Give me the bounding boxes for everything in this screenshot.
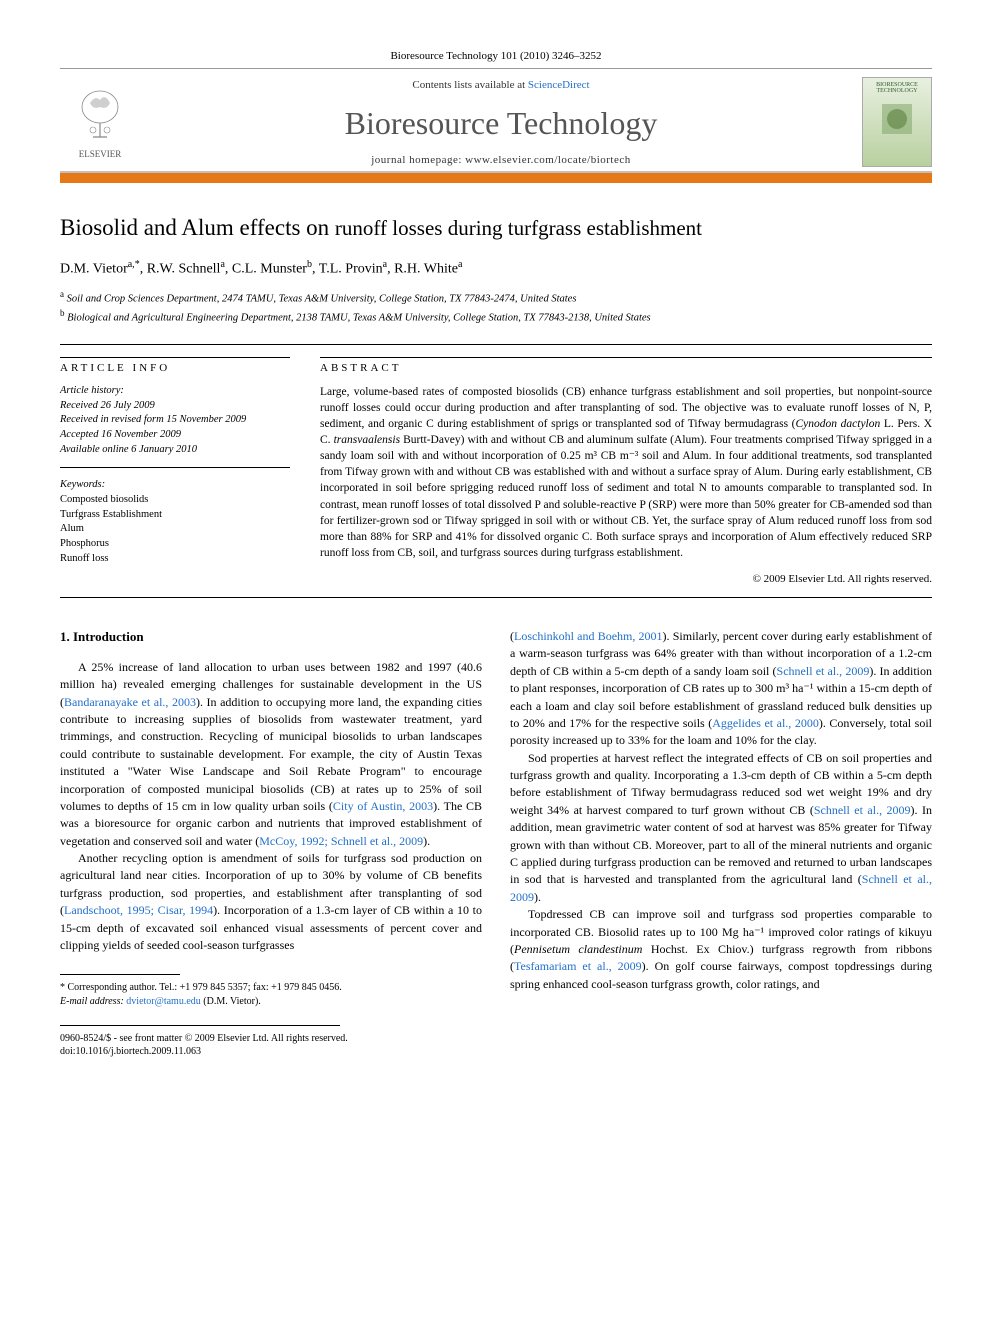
author-email-link[interactable]: dvietor@tamu.edu (126, 996, 200, 1007)
citation-link[interactable]: Landschoot, 1995; Cisar, 1994 (64, 903, 213, 917)
affiliation-b: b Biological and Agricultural Engineerin… (60, 307, 932, 326)
keyword: Composted biosolids (60, 493, 290, 508)
publisher-name: ELSEVIER (79, 149, 122, 159)
journal-cover-thumbnail: BIORESOURCE TECHNOLOGY (862, 77, 932, 167)
homepage-url: www.elsevier.com/locate/biortech (465, 154, 631, 166)
intro-paragraph: Another recycling option is amendment of… (60, 850, 482, 954)
keyword: Turfgrass Establishment (60, 508, 290, 523)
citation-link[interactable]: Aggelides et al., 2000 (712, 716, 819, 730)
article-title: Biosolid and Alum effects on runoff loss… (60, 213, 932, 243)
citation-link[interactable]: Schnell et al., 2009 (777, 664, 870, 678)
column-right: (Loschinkohl and Boehm, 2001). Similarly… (510, 628, 932, 1009)
section-heading-intro: 1. Introduction (60, 628, 482, 647)
footnote-separator (60, 974, 180, 975)
article-history: Article history: Received 26 July 2009 R… (60, 384, 290, 468)
intro-paragraph: (Loschinkohl and Boehm, 2001). Similarly… (510, 628, 932, 750)
info-abstract-section: article info Article history: Received 2… (60, 344, 932, 598)
intro-paragraph: Topdressed CB can improve soil and turfg… (510, 906, 932, 993)
abstract-text: Large, volume-based rates of composted b… (320, 384, 932, 561)
citation-link[interactable]: McCoy, 1992; Schnell et al., 2009 (259, 834, 423, 848)
abstract-heading: abstract (320, 358, 932, 374)
keyword: Alum (60, 522, 290, 537)
contents-available: Contents lists available at ScienceDirec… (140, 79, 862, 91)
footer-separator (60, 1025, 340, 1026)
page-container: Bioresource Technology 101 (2010) 3246–3… (0, 0, 992, 1108)
abstract-block: abstract Large, volume-based rates of co… (320, 357, 932, 585)
sciencedirect-link[interactable]: ScienceDirect (528, 79, 590, 91)
author-list: D.M. Vietora,*, R.W. Schnella, C.L. Muns… (60, 259, 932, 278)
article-info-heading: article info (60, 358, 290, 374)
journal-title: Bioresource Technology (140, 105, 862, 142)
affiliations: a Soil and Crop Sciences Department, 247… (60, 288, 932, 326)
citation-link[interactable]: Bandaranayake et al., 2003 (64, 695, 196, 709)
journal-homepage: journal homepage: www.elsevier.com/locat… (140, 154, 862, 166)
affiliation-a: a Soil and Crop Sciences Department, 247… (60, 288, 932, 307)
keyword: Phosphorus (60, 537, 290, 552)
orange-divider-bar (60, 173, 932, 183)
column-left: 1. Introduction A 25% increase of land a… (60, 628, 482, 1009)
intro-paragraph: A 25% increase of land allocation to urb… (60, 659, 482, 850)
journal-header: ELSEVIER Contents lists available at Sci… (60, 68, 932, 173)
citation-link[interactable]: Loschinkohl and Boehm, 2001 (514, 629, 663, 643)
corresponding-author-footnote: * Corresponding author. Tel.: +1 979 845… (60, 981, 482, 1009)
page-footer: 0960-8524/$ - see front matter © 2009 El… (60, 1032, 932, 1058)
journal-citation: Bioresource Technology 101 (2010) 3246–3… (60, 50, 932, 62)
citation-link[interactable]: City of Austin, 2003 (333, 799, 433, 813)
article-info-block: article info Article history: Received 2… (60, 357, 290, 585)
keywords-block: Keywords: Composted biosolids Turfgrass … (60, 478, 290, 566)
cover-pattern-icon (872, 94, 922, 144)
intro-paragraph: Sod properties at harvest reflect the in… (510, 750, 932, 907)
header-center: Contents lists available at ScienceDirec… (140, 79, 862, 166)
keyword: Runoff loss (60, 552, 290, 567)
publisher-logo: ELSEVIER (60, 77, 140, 167)
citation-link[interactable]: Schnell et al., 2009 (814, 803, 911, 817)
citation-link[interactable]: Tesfamariam et al., 2009 (514, 959, 642, 973)
elsevier-tree-icon (75, 85, 125, 145)
body-two-column: 1. Introduction A 25% increase of land a… (60, 628, 932, 1009)
copyright-line: © 2009 Elsevier Ltd. All rights reserved… (320, 573, 932, 585)
